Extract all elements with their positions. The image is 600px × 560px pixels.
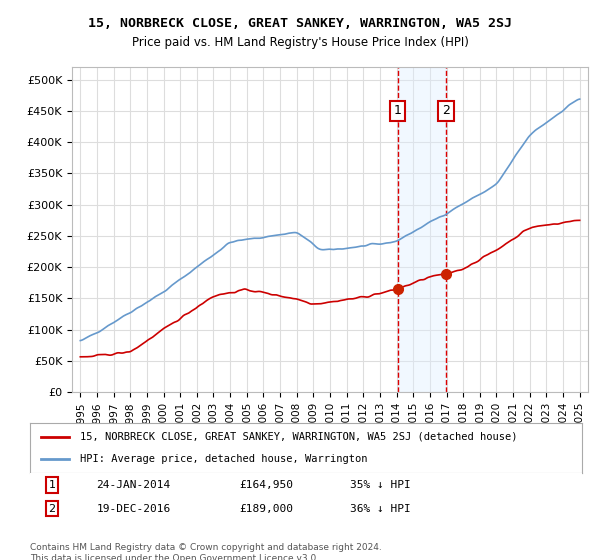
Text: Contains HM Land Registry data © Crown copyright and database right 2024.
This d: Contains HM Land Registry data © Crown c… [30, 543, 382, 560]
Text: 2: 2 [49, 503, 56, 514]
Text: 36% ↓ HPI: 36% ↓ HPI [350, 503, 411, 514]
Text: 1: 1 [394, 104, 401, 118]
Text: 24-JAN-2014: 24-JAN-2014 [96, 480, 170, 490]
Text: 1: 1 [49, 480, 56, 490]
Text: 35% ↓ HPI: 35% ↓ HPI [350, 480, 411, 490]
Text: 15, NORBRECK CLOSE, GREAT SANKEY, WARRINGTON, WA5 2SJ (detached house): 15, NORBRECK CLOSE, GREAT SANKEY, WARRIN… [80, 432, 517, 442]
Text: 15, NORBRECK CLOSE, GREAT SANKEY, WARRINGTON, WA5 2SJ: 15, NORBRECK CLOSE, GREAT SANKEY, WARRIN… [88, 17, 512, 30]
Text: £189,000: £189,000 [240, 503, 294, 514]
Text: £164,950: £164,950 [240, 480, 294, 490]
Text: Price paid vs. HM Land Registry's House Price Index (HPI): Price paid vs. HM Land Registry's House … [131, 36, 469, 49]
Text: 19-DEC-2016: 19-DEC-2016 [96, 503, 170, 514]
Text: HPI: Average price, detached house, Warrington: HPI: Average price, detached house, Warr… [80, 454, 367, 464]
Text: 2: 2 [442, 104, 450, 118]
Bar [398, 67, 446, 392]
